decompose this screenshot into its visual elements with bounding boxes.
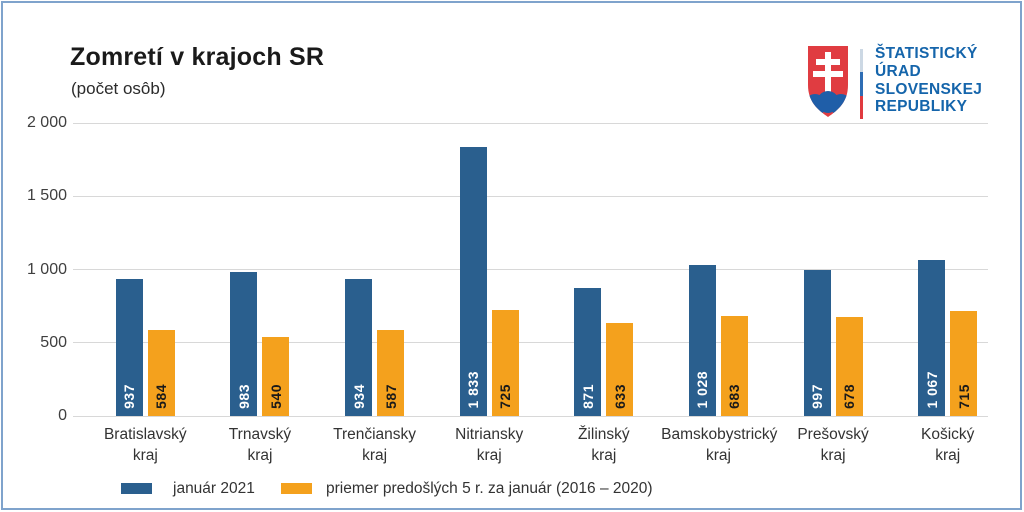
gridline [73, 269, 988, 270]
category-label: Trnavský kraj [228, 426, 292, 464]
bar-value-label: 633 [611, 384, 628, 409]
bar-group: 934 587 [317, 123, 432, 416]
bar-januar-2021: 1 028 [688, 265, 716, 416]
bar-value-label: 937 [121, 384, 138, 409]
bar-januar-2021: 1 067 [918, 259, 946, 416]
bar-group: 983 540 [203, 123, 318, 416]
category-label: Košický kraj [920, 426, 975, 464]
y-axis-tick-label: 500 [40, 333, 67, 351]
bar-value-label: 1 028 [694, 371, 711, 409]
logo-text: ŠTATISTICKÝ ÚRAD SLOVENSKEJ REPUBLIKY [875, 45, 982, 116]
category-label: Bratislavský kraj [103, 426, 187, 464]
legend-swatch-januar-2021 [121, 483, 152, 494]
bar-value-label: 1 067 [923, 371, 940, 409]
legend-swatch-priemer [281, 483, 312, 494]
statistical-office-logo: ŠTATISTICKÝ ÚRAD SLOVENSKEJ REPUBLIKY [803, 43, 999, 123]
bar-priemer-2016-2020: 725 [491, 309, 519, 416]
bar-value-label: 540 [267, 384, 284, 409]
bar-priemer-2016-2020: 633 [606, 323, 634, 416]
logo-line-3: SLOVENSKEJ [875, 80, 983, 98]
bar-value-label: 997 [809, 384, 826, 409]
gridline [73, 195, 988, 197]
bar-group: 997 678 [776, 123, 891, 416]
bar-priemer-2016-2020: 540 [262, 336, 290, 416]
bar-priemer-2016-2020: 584 [147, 330, 175, 416]
bar-value-label: 715 [955, 384, 972, 409]
bar-priemer-2016-2020: 715 [950, 311, 978, 416]
gridline [73, 415, 988, 417]
y-axis-labels: 2 000 1 500 1 000 500 0 [9, 114, 67, 424]
x-axis-labels: Bratislavský kraj Trnavský kraj Trenčiansk… [88, 424, 1005, 470]
category-label: Trenčiansky kraj [333, 426, 417, 464]
bar-value-label: 683 [726, 384, 743, 409]
bar-group: 937 584 [88, 123, 203, 416]
bar-priemer-2016-2020: 683 [720, 315, 748, 416]
chart-title: Zomretí v krajoch SR [70, 43, 325, 71]
bar-priemer-2016-2020: 587 [377, 330, 405, 416]
bar-group: 1 028 683 [661, 123, 776, 416]
gridline [73, 122, 988, 124]
bar-value-label: 678 [841, 384, 858, 409]
plot-area: 937 584 983 540 934 587 1 833 725 871 633 1 028 683… [88, 123, 1005, 416]
chart-subtitle: (počet osôb) [71, 79, 166, 98]
bar-januar-2021: 997 [803, 269, 831, 416]
bar-group: 1 833 725 [432, 123, 547, 416]
legend-label-januar-2021: január 2021 [173, 480, 255, 497]
bar-value-label: 983 [235, 384, 252, 409]
bar-group: 871 633 [547, 123, 662, 416]
bar-value-label: 584 [153, 384, 170, 409]
logo-line-1: ŠTATISTICKÝ [875, 45, 978, 62]
logo-line-2: ÚRAD [875, 62, 921, 80]
bar-value-label: 725 [497, 384, 514, 409]
category-label: Prešovský kraj [797, 426, 869, 464]
category-label: Bamskobystrický kraj [661, 426, 778, 464]
gridline [73, 342, 988, 344]
y-axis-tick-label: 1 000 [26, 260, 67, 278]
bar-januar-2021: 934 [345, 279, 373, 416]
bar-januar-2021: 1 833 [459, 147, 487, 416]
y-axis-tick-label: 0 [58, 407, 67, 424]
category-label: Žilinský kraj [577, 426, 630, 464]
category-label: Nitriansky kraj [455, 426, 524, 464]
bar-januar-2021: 983 [230, 272, 258, 416]
bar-januar-2021: 937 [115, 278, 143, 416]
legend-label-priemer: priemer predošlých 5 r. za január (2016 … [326, 480, 653, 497]
bar-group: 1 067 715 [890, 123, 1005, 416]
bar-value-label: 871 [579, 384, 596, 409]
bar-januar-2021: 871 [574, 288, 602, 416]
gridlines [73, 122, 988, 417]
y-axis-tick-label: 2 000 [26, 114, 67, 131]
logo-line-4: REPUBLIKY [875, 98, 968, 116]
y-axis-tick-label: 1 500 [26, 187, 67, 205]
slovak-coat-of-arms-icon [808, 46, 848, 117]
bar-value-label: 1 833 [465, 371, 482, 409]
bar-value-label: 587 [382, 384, 399, 409]
bar-priemer-2016-2020: 678 [835, 316, 863, 416]
logo-tricolor-divider [860, 49, 863, 119]
bar-value-label: 934 [350, 384, 367, 409]
